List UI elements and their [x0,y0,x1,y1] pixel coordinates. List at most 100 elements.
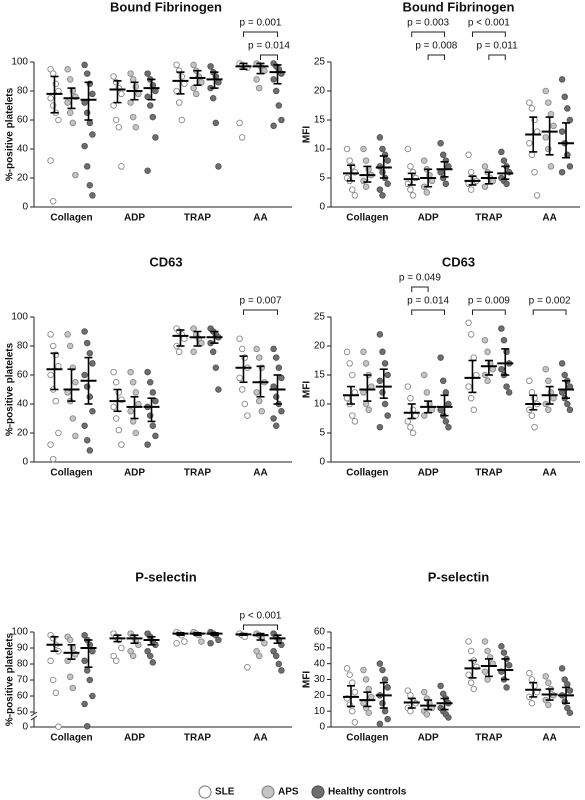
p-value: p < 0.001 [468,18,510,29]
data-point [144,368,151,376]
x-tick-label: ADP [124,468,145,479]
data-point [531,423,538,431]
data-point [238,386,246,393]
legend-label: Healthy controls [328,787,407,798]
data-point [52,397,60,405]
y-tick-label: 30 [314,674,326,685]
data-point [503,684,510,691]
axis-break [30,711,38,717]
data-point [86,447,94,454]
data-point [278,408,285,415]
data-point [64,65,71,73]
data-point [467,331,475,338]
data-point [49,197,57,205]
p-value: p = 0.007 [240,296,282,307]
data-point [66,342,74,350]
data-point [212,119,220,127]
data-point [198,79,205,86]
y-tick-label: 15 [314,370,326,381]
y-tick-label: 60 [17,370,29,381]
data-point [561,93,568,101]
data-point [132,429,140,437]
y-tick-label: 10 [314,399,326,410]
data-point [349,412,356,419]
significance-bracket [242,624,279,630]
data-point [481,183,489,190]
data-point [542,87,549,95]
y-tick-label: 5 [319,428,325,439]
data-point [407,423,414,431]
data-point [467,168,475,176]
data-point [89,408,96,415]
panel-title: CD63 [149,254,182,269]
y-tick-label: 20 [314,86,326,97]
data-point [209,348,217,356]
data-point [198,339,205,347]
data-point [500,649,508,656]
data-point [542,365,549,373]
data-point [149,113,157,121]
data-point [275,660,283,668]
y-tick-label: 80 [17,659,29,670]
data-point [52,689,60,697]
data-point [144,167,151,174]
x-tick-label: TRAP [184,468,212,479]
data-point [86,119,94,127]
data-point [376,660,384,667]
data-point [270,647,277,655]
data-point [442,389,450,396]
significance-bracket [411,31,446,37]
x-tick-label: ADP [418,213,439,224]
y-tick-label: 0 [22,457,28,468]
data-point [547,110,555,118]
data-point [349,371,356,379]
data-point [376,331,384,338]
data-point [561,371,568,379]
p-value: p < 0.001 [240,611,282,622]
data-point [198,638,205,645]
data-point [465,151,472,159]
data-point [384,684,391,691]
data-point [81,422,88,430]
x-tick-label: AA [253,213,267,224]
data-point [275,364,283,372]
data-point [467,394,475,402]
data-point [129,113,137,121]
data-point [384,157,391,164]
y-tick-label: 80 [17,341,29,352]
data-point [420,412,428,419]
data-point [409,192,417,199]
significance-bracket [242,31,279,37]
data-point [423,189,431,196]
data-point [127,647,134,655]
data-point [481,336,489,344]
panel: Bound Fibrinogen MFI 0 5 10 15 20 25 Collagen ADP… [302,0,580,224]
data-point [437,139,444,147]
data-point [381,360,389,367]
data-point [47,157,54,164]
data-point [49,676,57,684]
data-point [83,437,91,444]
data-point [238,345,246,353]
data-point [152,134,159,141]
data-point [236,335,243,343]
data-point [241,400,249,408]
y-axis-label: MFI [302,671,313,688]
data-point [423,711,431,718]
x-tick-label: AA [253,468,267,479]
data-point [528,105,536,112]
data-point [465,638,472,645]
x-tick-label: Collagen [50,468,92,479]
data-point [423,389,431,396]
data-point [236,119,243,127]
data-point [407,394,414,402]
y-tick-label: 5 [319,173,325,184]
data-point [83,722,91,730]
x-tick-label: ADP [418,733,439,744]
panel: P-selectin MFI 0 10 20 30 40 50 60 Collagen ADP TRA… [302,569,580,744]
data-point [132,123,140,131]
data-point [404,383,412,390]
data-point [81,700,88,708]
data-point [144,70,151,77]
data-point [437,682,444,690]
